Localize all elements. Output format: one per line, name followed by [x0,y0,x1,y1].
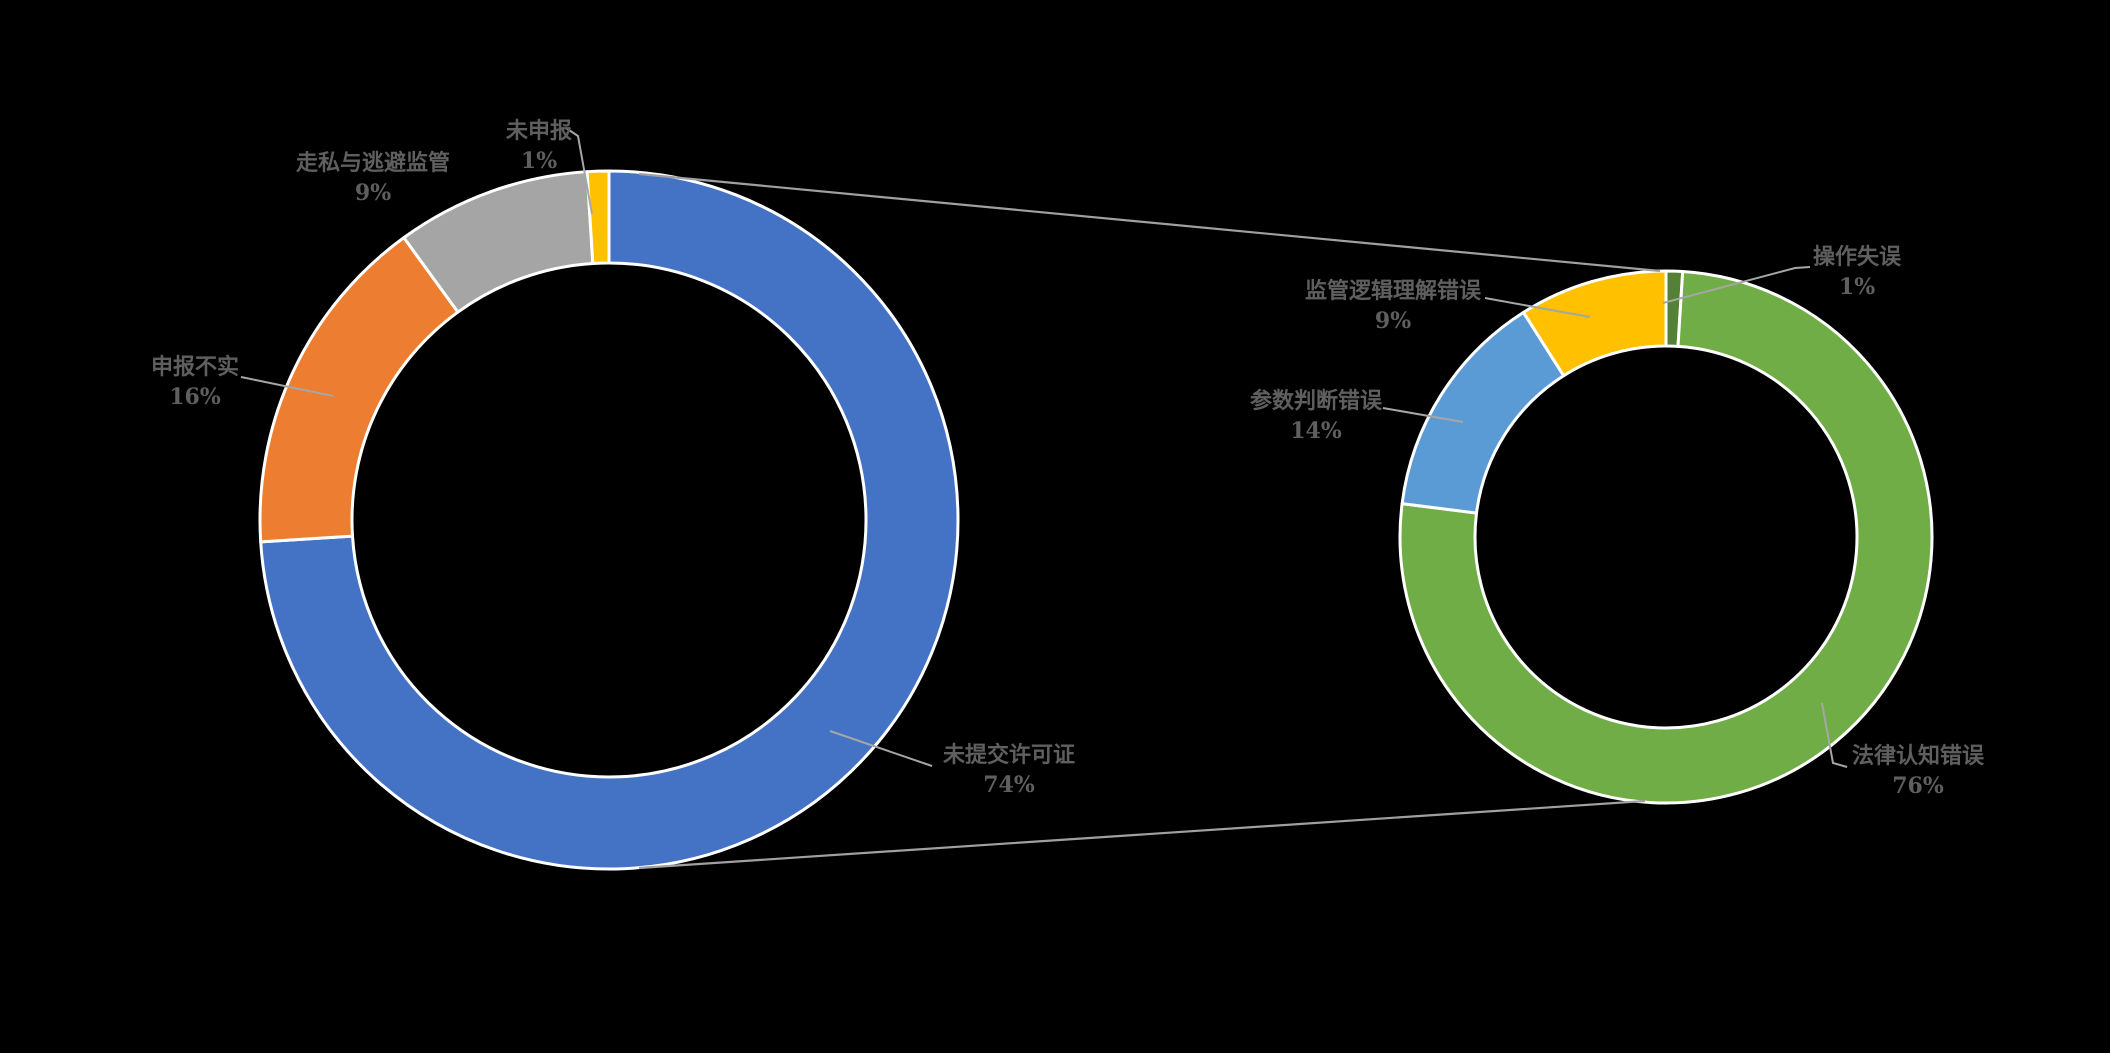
leader-line-operation-error [1662,266,1811,304]
label-undeclared-name: 未申报 [505,118,573,144]
label-operation-error-value: 1% [1838,274,1876,300]
label-misreport: 申报不实 16% [151,352,239,412]
label-regulatory-logic: 监管逻辑理解错误 9% [1305,276,1481,336]
label-undeclared-value: 1% [520,148,558,174]
label-misreport-name: 申报不实 [150,354,240,380]
segment-error-causes-2-参数判断错误 [1400,310,1566,515]
leader-line-no-license [829,730,933,767]
segment-violation-types-0-未提交许可证 [259,169,960,871]
leader-line-undeclared [565,127,593,215]
label-operation-error: 操作失误 1% [1813,242,1901,302]
label-smuggling: 走私与逃避监管 9% [296,148,450,208]
label-no-license-value: 74% [983,772,1035,798]
leader-line-legal-cognition [1821,702,1848,768]
label-regulatory-logic-value: 9% [1374,308,1412,334]
label-parameter-judgment-name: 参数判断错误 [1249,388,1383,414]
label-legal-cognition-name: 法律认知错误 [1851,743,1985,769]
segment-violation-types-1-申报不实 [258,236,460,544]
label-misreport-value: 16% [169,384,221,410]
label-no-license-name: 未提交许可证 [942,742,1076,768]
series-connector-line-bottom [638,799,1646,870]
label-regulatory-logic-name: 监管逻辑理解错误 [1304,278,1482,304]
label-smuggling-name: 走私与逃避监管 [295,150,451,176]
segment-error-causes-3-监管逻辑理解错误 [1521,269,1668,378]
label-parameter-judgment: 参数判断错误 14% [1250,386,1382,446]
donut-error-causes [1398,269,1934,805]
series-connector-line-top [638,172,1661,273]
leader-line-parameter-judgment [1382,407,1464,423]
label-legal-cognition-value: 76% [1892,773,1944,799]
label-undeclared: 未申报 1% [506,116,572,176]
leader-line-misreport [240,376,334,397]
donut-violation-types [258,169,960,871]
label-parameter-judgment-value: 14% [1290,418,1342,444]
label-operation-error-name: 操作失误 [1812,244,1902,270]
label-legal-cognition: 法律认知错误 76% [1852,741,1984,801]
segment-violation-types-3-未申报 [585,169,611,266]
segment-error-causes-1-法律认知错误 [1398,270,1934,805]
label-smuggling-value: 9% [354,180,392,206]
leader-line-regulatory-logic [1484,297,1591,318]
label-no-license: 未提交许可证 74% [943,740,1075,800]
